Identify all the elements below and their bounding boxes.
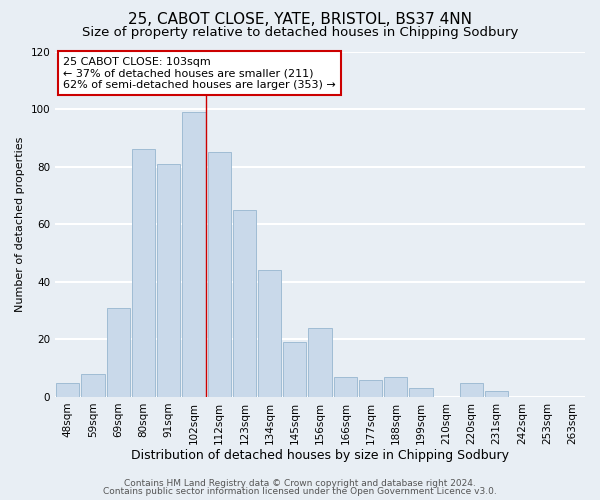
Bar: [56, 382, 79, 397]
Bar: [384, 377, 407, 397]
Text: 25, CABOT CLOSE, YATE, BRISTOL, BS37 4NN: 25, CABOT CLOSE, YATE, BRISTOL, BS37 4NN: [128, 12, 472, 26]
Bar: [283, 342, 307, 397]
X-axis label: Distribution of detached houses by size in Chipping Sodbury: Distribution of detached houses by size …: [131, 450, 509, 462]
Text: Contains HM Land Registry data © Crown copyright and database right 2024.: Contains HM Land Registry data © Crown c…: [124, 480, 476, 488]
Bar: [132, 150, 155, 397]
Y-axis label: Number of detached properties: Number of detached properties: [15, 136, 25, 312]
Text: Contains public sector information licensed under the Open Government Licence v3: Contains public sector information licen…: [103, 487, 497, 496]
Bar: [258, 270, 281, 397]
Bar: [359, 380, 382, 397]
Bar: [308, 328, 332, 397]
Bar: [208, 152, 231, 397]
Bar: [157, 164, 181, 397]
Bar: [334, 377, 357, 397]
Bar: [182, 112, 206, 397]
Bar: [460, 382, 483, 397]
Text: 25 CABOT CLOSE: 103sqm
← 37% of detached houses are smaller (211)
62% of semi-de: 25 CABOT CLOSE: 103sqm ← 37% of detached…: [63, 56, 336, 90]
Text: Size of property relative to detached houses in Chipping Sodbury: Size of property relative to detached ho…: [82, 26, 518, 39]
Bar: [82, 374, 104, 397]
Bar: [233, 210, 256, 397]
Bar: [485, 391, 508, 397]
Bar: [107, 308, 130, 397]
Bar: [409, 388, 433, 397]
